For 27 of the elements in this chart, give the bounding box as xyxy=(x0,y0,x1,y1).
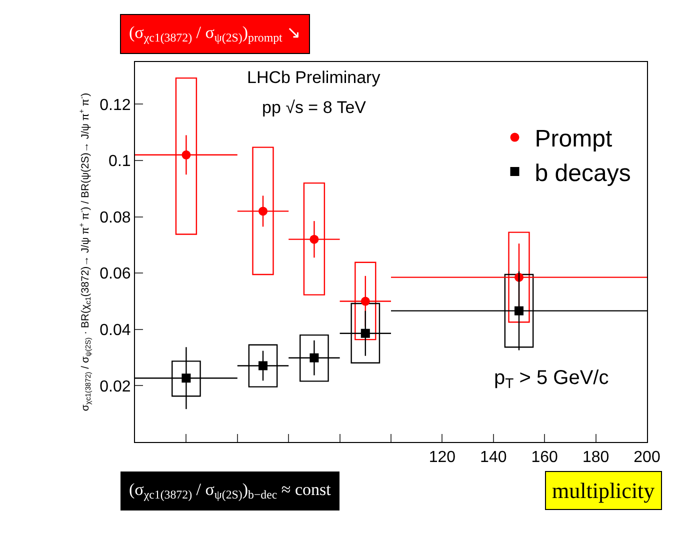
annotation: LHCb Preliminary xyxy=(247,68,381,87)
text: (σ$_{χc1(3872)}$ / σ$_{ψ(2S)}$)$_{b−dec}$ ≈ const xyxy=(129,480,332,502)
y-tick-label: 0.08 xyxy=(100,209,131,226)
legend-label: Prompt xyxy=(534,126,612,153)
x-tick-label: 120 xyxy=(428,449,456,466)
point xyxy=(360,296,370,306)
legend-label: b decays xyxy=(534,160,631,187)
x-tick-label: 160 xyxy=(531,449,558,466)
point xyxy=(258,206,268,216)
point xyxy=(182,150,191,160)
x-tick-label: 180 xyxy=(582,449,610,466)
y-tick-label: 0.06 xyxy=(100,266,131,283)
point xyxy=(258,361,268,370)
y-tick-label: 0.12 xyxy=(100,96,131,114)
text: (σ$_{χc1(3872)}$ / σ$_{ψ(2S)}$)$_{prompt}$ ↘ xyxy=(129,23,301,45)
point xyxy=(360,328,370,338)
x-tick-label: 140 xyxy=(480,449,507,466)
point xyxy=(310,353,319,362)
point xyxy=(514,306,524,316)
point xyxy=(310,234,319,244)
y-tick-label: 0.1 xyxy=(108,153,131,170)
x-tick-label: 200 xyxy=(634,449,660,466)
y-tick-label: 0.04 xyxy=(100,322,131,340)
annotation: p$_{T}$ > 5 GeV/c xyxy=(494,367,609,392)
annotation: pp √s = 8 TeV xyxy=(262,98,367,117)
y-tick-label: 0.02 xyxy=(100,378,131,396)
x-axis-title: multiplicity xyxy=(552,478,655,503)
